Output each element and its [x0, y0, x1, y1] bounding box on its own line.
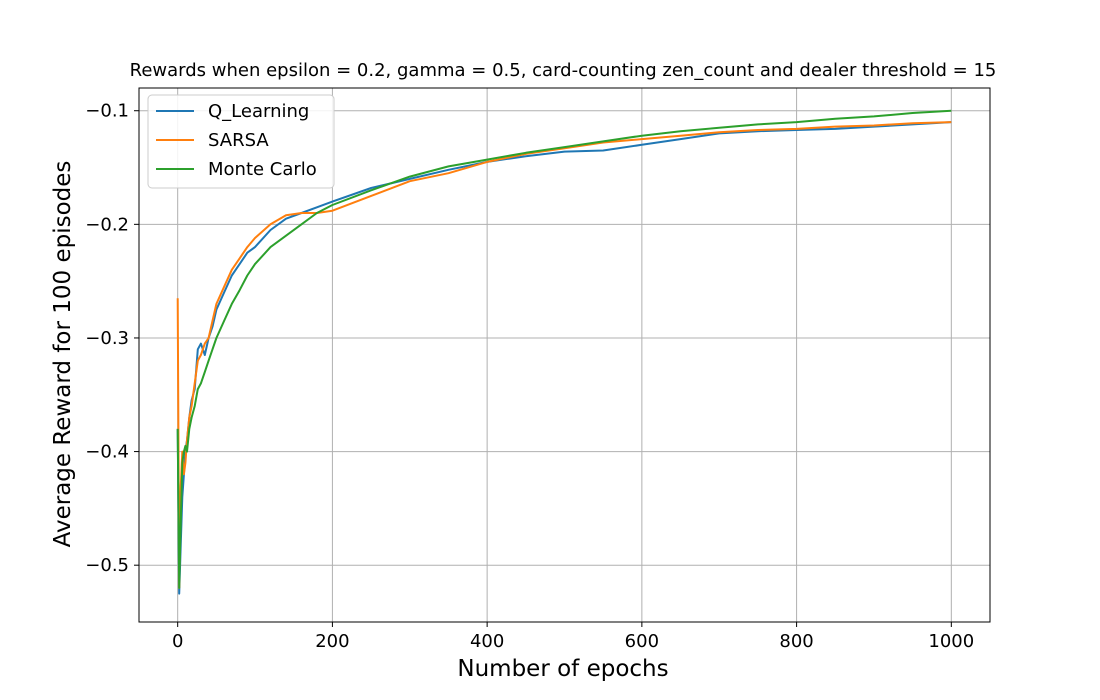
legend: Q_Learning SARSA Monte Carlo	[147, 94, 335, 189]
chart-title: Rewards when epsilon = 0.2, gamma = 0.5,…	[130, 60, 997, 81]
plot-frame	[138, 87, 991, 623]
x-axis-title: Number of epochs	[457, 656, 668, 682]
legend-box	[147, 94, 335, 189]
y-tick-label: −0.4	[85, 442, 129, 463]
axis-ticks: 0 200 400 600 800 1000 −0.5 −0.4 −0.3 −0.2 −0.1	[85, 101, 974, 652]
y-tick-label: −0.2	[85, 214, 129, 235]
legend-label: Monte Carlo	[208, 159, 317, 180]
y-axis-title: Average Reward for 100 episodes	[50, 161, 76, 548]
series-group	[176, 109, 952, 595]
x-tick-label: 800	[779, 631, 813, 652]
x-tick-label: 1000	[928, 631, 974, 652]
y-tick-label: −0.1	[85, 101, 129, 122]
y-tick-label: −0.5	[85, 555, 129, 576]
x-tick-label: 600	[625, 631, 659, 652]
legend-label: Q_Learning	[208, 101, 309, 122]
x-tick-label: 200	[315, 631, 349, 652]
series-line-sarsa	[176, 121, 952, 589]
x-tick-label: 400	[470, 631, 504, 652]
series-line-monte-carlo	[176, 109, 952, 589]
legend-label: SARSA	[208, 130, 269, 151]
grid	[139, 88, 990, 622]
x-tick-label: 0	[172, 631, 183, 652]
y-tick-label: −0.3	[85, 328, 129, 349]
